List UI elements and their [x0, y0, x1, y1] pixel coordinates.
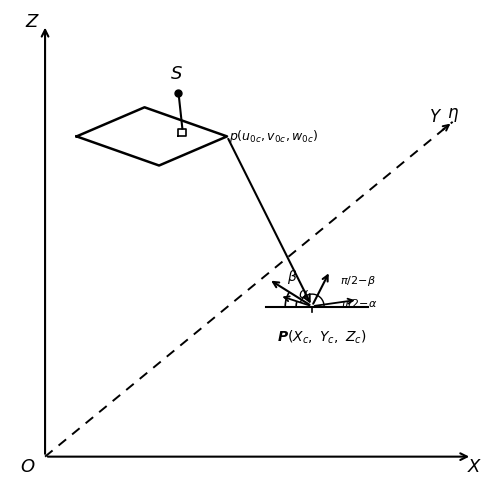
Text: $Z$: $Z$	[25, 13, 41, 31]
Text: $\alpha$: $\alpha$	[298, 287, 309, 301]
Text: $S$: $S$	[170, 65, 183, 83]
Text: $Y$: $Y$	[429, 108, 442, 126]
Text: $X$: $X$	[467, 458, 482, 476]
Text: $\eta$: $\eta$	[447, 106, 459, 124]
Text: $\beta$: $\beta$	[287, 268, 298, 286]
Text: $O$: $O$	[20, 458, 36, 476]
Text: $\pi/2\!-\!\alpha$: $\pi/2\!-\!\alpha$	[341, 297, 377, 310]
Text: $p(u_{0c}, v_{0c}, w_{0c})$: $p(u_{0c}, v_{0c}, w_{0c})$	[229, 128, 319, 145]
Text: $\boldsymbol{P}(X_c,\ Y_c,\ Z_c)$: $\boldsymbol{P}(X_c,\ Y_c,\ Z_c)$	[277, 329, 366, 347]
Text: $\pi/2\!-\!\beta$: $\pi/2\!-\!\beta$	[340, 274, 376, 288]
